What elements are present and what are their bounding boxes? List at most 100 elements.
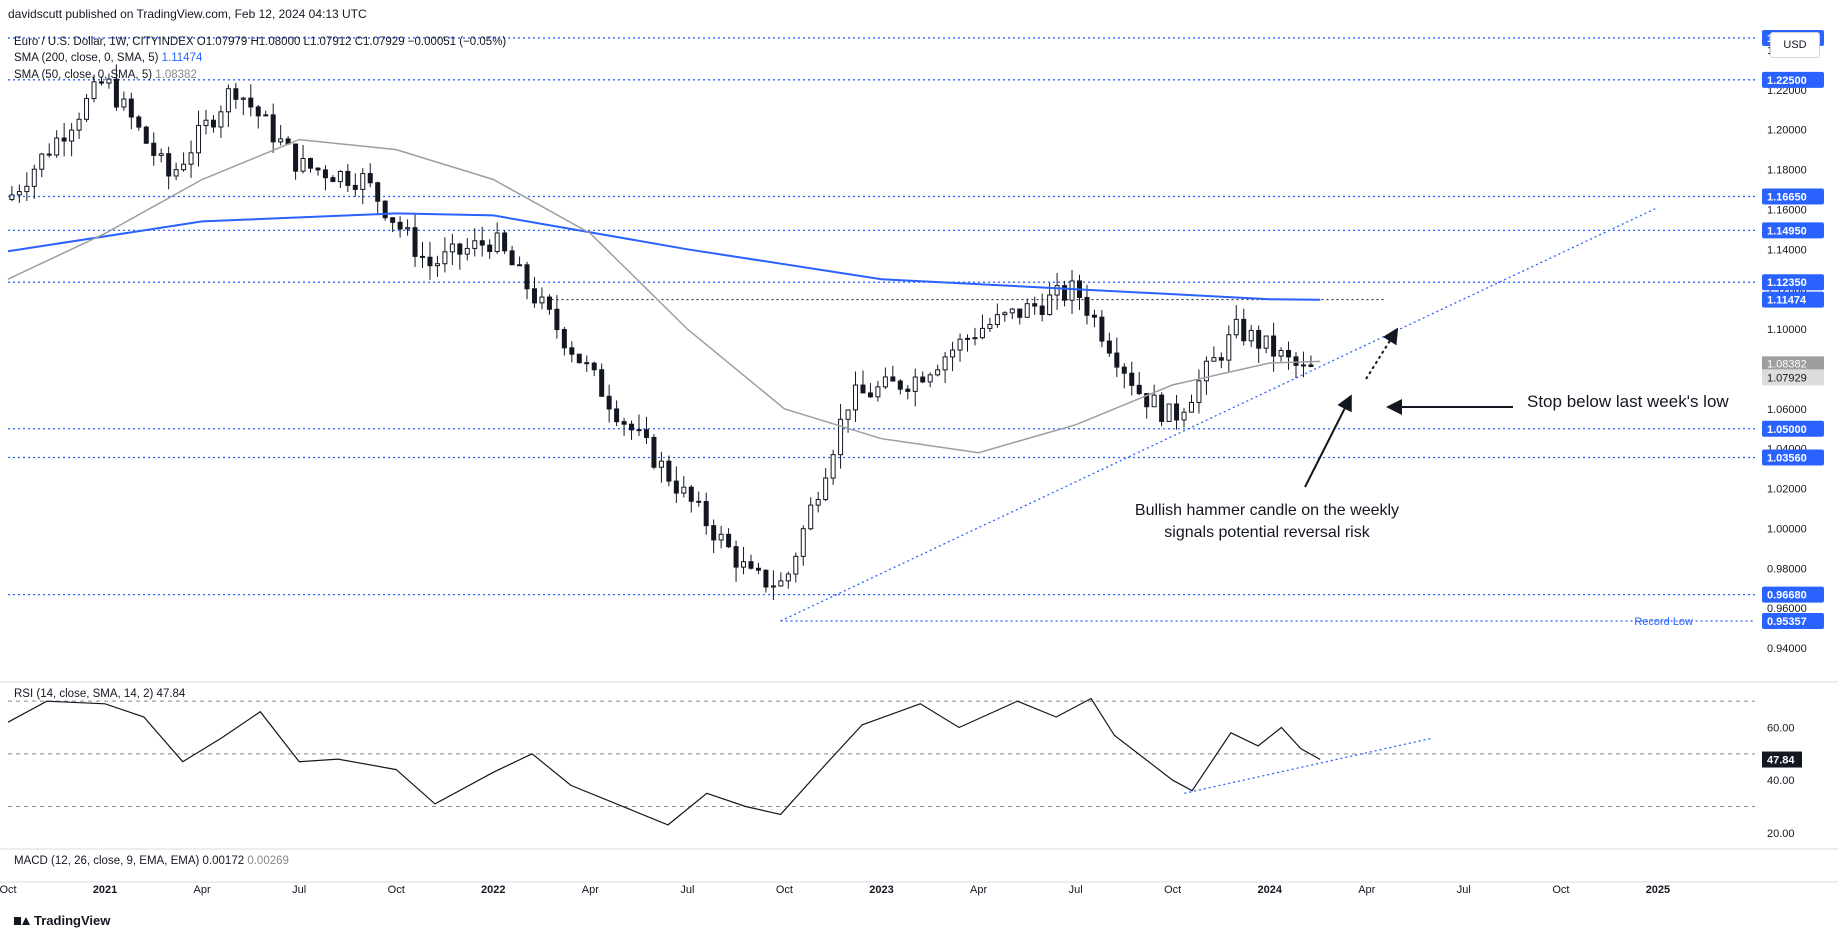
- macd-label: MACD (12, 26, close, 9, EMA, EMA): [14, 855, 200, 867]
- candle-body: [1017, 308, 1023, 318]
- sma50-price-label-text: 1.08382: [1767, 358, 1807, 370]
- candle-body: [293, 143, 299, 172]
- symbol-legend[interactable]: Euro / U.S. Dollar, 1W, CITYINDEX O1.079…: [14, 36, 507, 48]
- hammer-arrow: [1304, 394, 1352, 488]
- candle-body: [830, 454, 836, 479]
- price-label-box: [1762, 222, 1824, 239]
- candle-body: [569, 347, 575, 355]
- candle-body: [643, 429, 649, 438]
- candle-body: [345, 170, 351, 186]
- candle-body: [1009, 308, 1015, 314]
- candle-body: [546, 296, 552, 310]
- time-tick-label: 2024: [1257, 884, 1282, 896]
- candle-body: [599, 369, 605, 397]
- candle-body: [1248, 329, 1254, 342]
- rsi-value-text: 47.84: [1767, 755, 1795, 767]
- candle-body: [718, 533, 724, 541]
- price-label-text: 1.16650: [1767, 191, 1807, 203]
- time-tick-label: Apr: [1358, 884, 1375, 896]
- price-tick-label: 0.98000: [1767, 563, 1807, 575]
- candle-body: [1069, 280, 1075, 301]
- published-info: davidscutt published on TradingView.com,…: [8, 7, 367, 21]
- candle-body: [1233, 318, 1239, 336]
- candle-body: [1188, 401, 1194, 413]
- candle-body: [1300, 364, 1306, 367]
- candle-body: [965, 337, 971, 340]
- candle-body: [905, 388, 911, 392]
- record-low-annotation: Record Low: [1634, 616, 1693, 628]
- candle-body: [143, 126, 149, 144]
- candle-body: [1293, 356, 1299, 366]
- candle-body: [1002, 312, 1008, 316]
- price-label-box: [1762, 420, 1824, 437]
- candle-body: [1136, 384, 1142, 395]
- candle-body: [1263, 335, 1269, 349]
- candle-body: [1181, 411, 1187, 421]
- macd-legend[interactable]: MACD (12, 26, close, 9, EMA, EMA) 0.0017…: [14, 855, 289, 867]
- currency-button[interactable]: USD: [1770, 32, 1820, 58]
- candle-body: [823, 477, 829, 501]
- price-label-text: 1.05000: [1767, 424, 1807, 436]
- macd-signal-value: 0.00269: [247, 855, 289, 867]
- candle-body: [584, 362, 590, 365]
- candle-body: [576, 353, 582, 364]
- price-label-text: 1.03560: [1767, 452, 1807, 464]
- candle-body: [203, 119, 209, 127]
- price-label-text: 1.14950: [1767, 225, 1807, 237]
- sma50-legend[interactable]: SMA (50, close, 0, SMA, 5) 1.08382: [14, 69, 197, 81]
- sma50-label: SMA (50, close, 0, SMA, 5): [14, 69, 153, 81]
- brand-name: TradingView: [34, 913, 111, 928]
- candle-body: [1241, 318, 1247, 342]
- candle-body: [1084, 296, 1090, 316]
- candle-body: [352, 184, 358, 190]
- candle-body: [308, 157, 314, 169]
- candle-body: [726, 533, 732, 548]
- sma200-legend[interactable]: SMA (200, close, 0, SMA, 5) 1.11474: [14, 52, 202, 64]
- price-label-text: 0.95357: [1767, 616, 1807, 628]
- candle-body: [375, 182, 381, 202]
- candle-body: [405, 227, 411, 230]
- rsi-value: 47.84: [156, 688, 186, 700]
- candle-body: [270, 114, 276, 143]
- candle-body: [920, 376, 926, 383]
- candle-body: [502, 232, 508, 252]
- candle-body: [539, 296, 545, 304]
- candle-body: [337, 170, 343, 183]
- price-tick-label: 1.10000: [1767, 324, 1807, 336]
- candle-body: [1054, 285, 1060, 296]
- candle-body: [76, 118, 82, 131]
- sma50-price-label-box: [1762, 356, 1824, 371]
- candle-body: [382, 200, 388, 219]
- price-label-box: [1762, 613, 1824, 630]
- candle-body: [181, 163, 187, 171]
- last-price-label-text: 1.07929: [1767, 372, 1807, 384]
- price-label-box: [1762, 291, 1824, 308]
- candle-body: [472, 240, 478, 249]
- price-tick-label: 1.06000: [1767, 404, 1807, 416]
- time-tick-label: Apr: [970, 884, 987, 896]
- price-label-box: [1762, 449, 1824, 466]
- candle-body: [1226, 334, 1232, 361]
- candle-body: [278, 138, 284, 143]
- candle-body: [755, 567, 761, 571]
- rsi-line: [7, 697, 1321, 826]
- candle-body: [517, 264, 523, 267]
- tradingview-logo[interactable]: TradingView: [14, 913, 110, 928]
- time-tick-label: Jul: [1069, 884, 1083, 896]
- projection-arrow: [1365, 327, 1399, 380]
- candle-body: [524, 264, 530, 290]
- candle-body: [151, 142, 157, 156]
- sma50-line: [7, 138, 1321, 454]
- candle-body: [1106, 340, 1112, 354]
- candle-body: [31, 168, 37, 187]
- candle-body: [397, 221, 403, 230]
- time-tick-label: Apr: [194, 884, 211, 896]
- rsi-legend[interactable]: RSI (14, close, SMA, 14, 2) 47.84: [14, 688, 185, 700]
- price-tick-label: 0.96000: [1767, 603, 1807, 615]
- rsi-tick-label: 20.00: [1767, 828, 1795, 840]
- candle-body: [39, 153, 45, 170]
- candle-body: [636, 429, 642, 432]
- time-tick-label: Oct: [388, 884, 405, 896]
- rsi-tick-label: 40.00: [1767, 775, 1795, 787]
